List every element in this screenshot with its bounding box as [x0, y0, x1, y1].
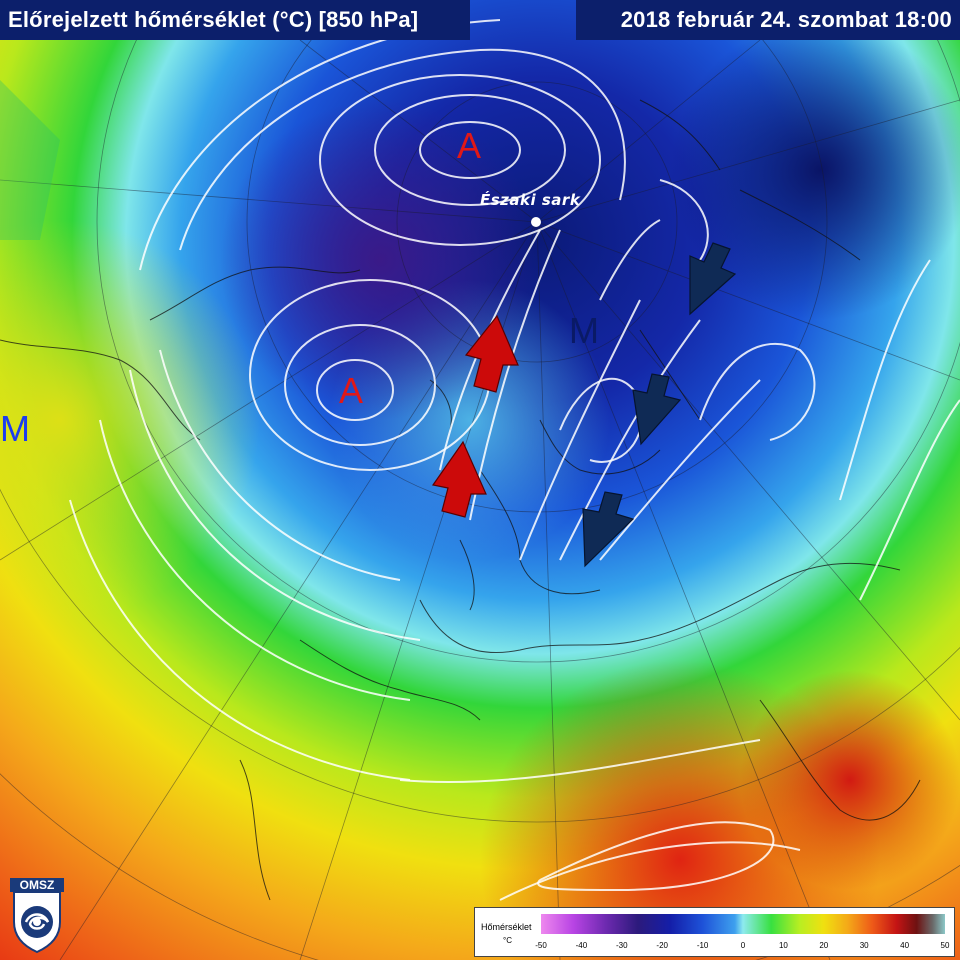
cold-arrows — [582, 242, 737, 568]
omsz-logo-text: OMSZ — [10, 878, 64, 892]
color-legend: Hőmérséklet °C -50 -40 -30 -20 -10 0 10 20 30 40 5… — [474, 907, 955, 957]
legend-tick: -50 — [535, 941, 547, 950]
isobars — [69, 19, 960, 901]
green-patch — [0, 80, 60, 240]
legend-tick: -30 — [616, 941, 628, 950]
legend-tick: -40 — [575, 941, 588, 950]
warm-arrows — [431, 314, 519, 518]
low-pressure-label: M — [0, 408, 30, 449]
map-title: Előrejelzett hőmérséklet (°C) [850 hPa] — [0, 0, 470, 40]
legend-color-bar — [541, 914, 945, 934]
legend-tick: 20 — [819, 941, 829, 950]
low-pressure-label: M — [569, 310, 599, 351]
omsz-logo: OMSZ — [10, 878, 64, 954]
high-pressure-label: A — [339, 370, 364, 411]
north-pole-marker — [531, 217, 541, 227]
map-title-text: Előrejelzett hőmérséklet (°C) [850 hPa] — [8, 7, 419, 32]
legend-tick: 40 — [900, 941, 910, 950]
map-datetime-text: 2018 február 24. szombat 18:00 — [620, 7, 952, 32]
high-pressure-label: A — [457, 125, 482, 166]
legend-tick: 0 — [740, 941, 746, 950]
map-datetime: 2018 február 24. szombat 18:00 — [576, 0, 960, 40]
legend-tick: 50 — [940, 941, 950, 950]
omsz-emblem — [13, 891, 61, 954]
legend-tick: 10 — [778, 941, 788, 950]
legend-tick: 30 — [859, 941, 869, 950]
north-pole-label: Északi sark — [480, 191, 581, 209]
coastlines — [0, 99, 921, 901]
legend-tick: -20 — [656, 941, 668, 950]
legend-tick: -10 — [696, 941, 709, 950]
legend-title: Hőmérséklet — [481, 922, 532, 932]
legend-unit: °C — [503, 936, 512, 945]
